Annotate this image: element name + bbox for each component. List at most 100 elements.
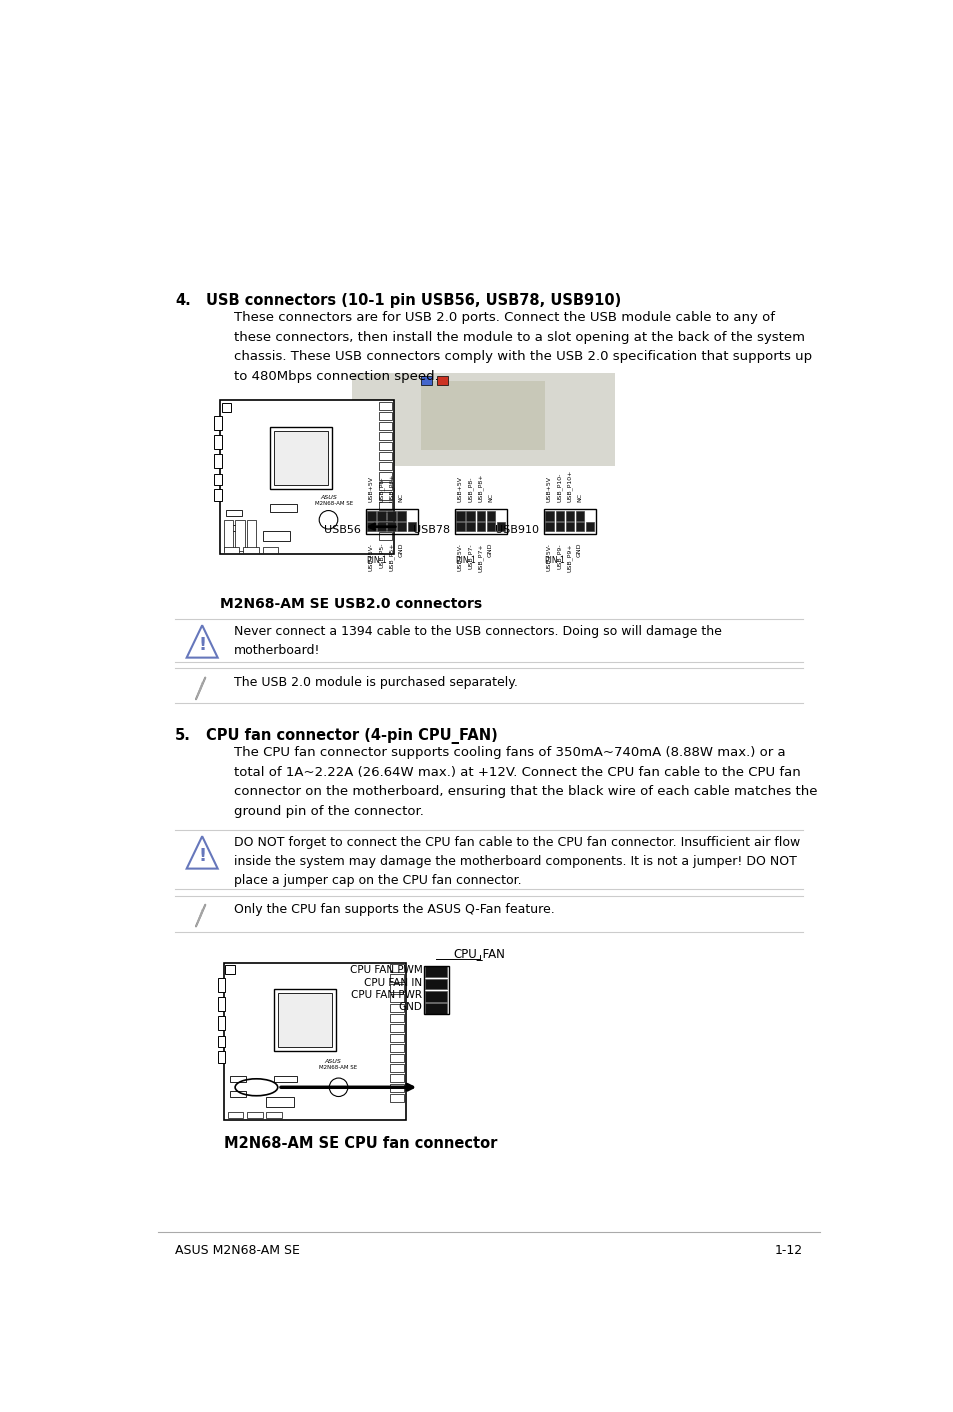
Text: USB56: USB56 <box>324 525 360 535</box>
Bar <box>555 522 563 531</box>
Bar <box>390 984 403 991</box>
Bar <box>378 442 392 449</box>
Bar <box>377 511 385 521</box>
Bar <box>378 491 392 500</box>
Text: !: ! <box>198 847 206 866</box>
Text: USB_P9+: USB_P9+ <box>566 542 572 572</box>
Text: USB_P10-: USB_P10- <box>556 473 561 503</box>
Bar <box>565 522 574 531</box>
Text: USB_P6+: USB_P6+ <box>388 473 394 503</box>
Bar <box>429 381 599 462</box>
Bar <box>228 1111 243 1118</box>
Bar <box>378 472 392 480</box>
Text: USB+5V: USB+5V <box>368 476 374 503</box>
Text: These connectors are for USB 2.0 ports. Connect the USB module cable to any of
t: These connectors are for USB 2.0 ports. … <box>233 311 811 383</box>
Bar <box>226 510 241 515</box>
Bar <box>213 489 221 500</box>
Bar <box>213 435 221 449</box>
Bar <box>390 994 403 1001</box>
Bar <box>378 402 392 409</box>
Text: 4.: 4. <box>174 292 191 308</box>
Bar <box>367 522 375 531</box>
Text: USB_P9-: USB_P9- <box>556 542 561 569</box>
Text: USB+5V-: USB+5V- <box>457 542 462 570</box>
Bar <box>230 1076 245 1082</box>
Bar <box>565 511 574 521</box>
Bar <box>423 966 448 1014</box>
Bar <box>226 525 241 531</box>
Bar <box>390 974 403 981</box>
Bar <box>390 964 403 971</box>
Bar <box>390 1024 403 1032</box>
Bar <box>224 520 233 551</box>
Bar <box>486 511 495 521</box>
Bar <box>217 1051 225 1063</box>
Bar <box>378 412 392 419</box>
Bar <box>377 522 385 531</box>
Bar <box>217 979 225 991</box>
Bar <box>270 504 297 513</box>
Text: USB+5V-: USB+5V- <box>546 542 551 570</box>
Bar <box>230 1091 245 1097</box>
Bar <box>378 452 392 460</box>
Bar <box>486 522 495 531</box>
Text: USB_P5+: USB_P5+ <box>388 542 394 572</box>
Bar <box>390 1094 403 1101</box>
Text: USB78: USB78 <box>413 525 450 535</box>
Bar <box>274 431 328 486</box>
Bar <box>278 993 332 1048</box>
Bar <box>390 1034 403 1042</box>
Bar <box>466 511 475 521</box>
Circle shape <box>319 511 337 530</box>
Bar <box>497 522 505 531</box>
Text: PIN 1: PIN 1 <box>367 556 387 565</box>
Bar <box>378 503 392 510</box>
Bar <box>585 522 594 531</box>
Text: USB+5V: USB+5V <box>546 476 551 503</box>
Bar <box>243 546 258 554</box>
Bar <box>436 376 447 385</box>
Bar <box>235 520 245 551</box>
Text: CPU FAN PWR: CPU FAN PWR <box>351 990 422 1000</box>
Text: NC: NC <box>577 493 581 503</box>
Bar <box>387 511 395 521</box>
Bar <box>421 381 545 450</box>
Text: !: ! <box>198 637 206 654</box>
Text: ASUS M2N68-AM SE: ASUS M2N68-AM SE <box>174 1244 299 1257</box>
Bar <box>466 522 475 531</box>
Polygon shape <box>187 836 217 868</box>
Bar <box>270 428 332 489</box>
Text: USB_P7+: USB_P7+ <box>477 542 483 572</box>
Text: USB_P10+: USB_P10+ <box>566 470 572 503</box>
Bar <box>545 522 554 531</box>
Bar <box>425 991 447 1001</box>
Bar <box>221 402 231 412</box>
Text: M2N68-AM SE CPU fan connector: M2N68-AM SE CPU fan connector <box>224 1135 497 1151</box>
Bar <box>390 1084 403 1091</box>
Bar <box>476 522 484 531</box>
Bar <box>425 966 447 977</box>
Bar <box>425 979 447 990</box>
Bar <box>247 1111 262 1118</box>
Bar <box>455 508 506 534</box>
Text: 1-12: 1-12 <box>774 1244 802 1257</box>
Bar <box>421 376 432 385</box>
Bar <box>575 522 583 531</box>
Bar <box>247 520 256 551</box>
Bar <box>365 508 417 534</box>
Text: USB connectors (10-1 pin USB56, USB78, USB910): USB connectors (10-1 pin USB56, USB78, U… <box>206 292 620 308</box>
Bar <box>390 1004 403 1012</box>
Bar <box>456 522 464 531</box>
Text: The USB 2.0 module is purchased separately.: The USB 2.0 module is purchased separate… <box>233 676 517 689</box>
Text: NC: NC <box>488 493 493 503</box>
Bar <box>575 511 583 521</box>
Bar <box>274 1076 297 1082</box>
Bar <box>378 462 392 470</box>
Text: CPU FAN IN: CPU FAN IN <box>364 977 422 987</box>
Bar <box>274 990 335 1051</box>
Text: USB_P6-: USB_P6- <box>378 477 384 503</box>
Text: GND: GND <box>398 542 403 558</box>
Bar <box>397 522 406 531</box>
Bar <box>225 964 234 974</box>
Bar <box>213 473 221 486</box>
